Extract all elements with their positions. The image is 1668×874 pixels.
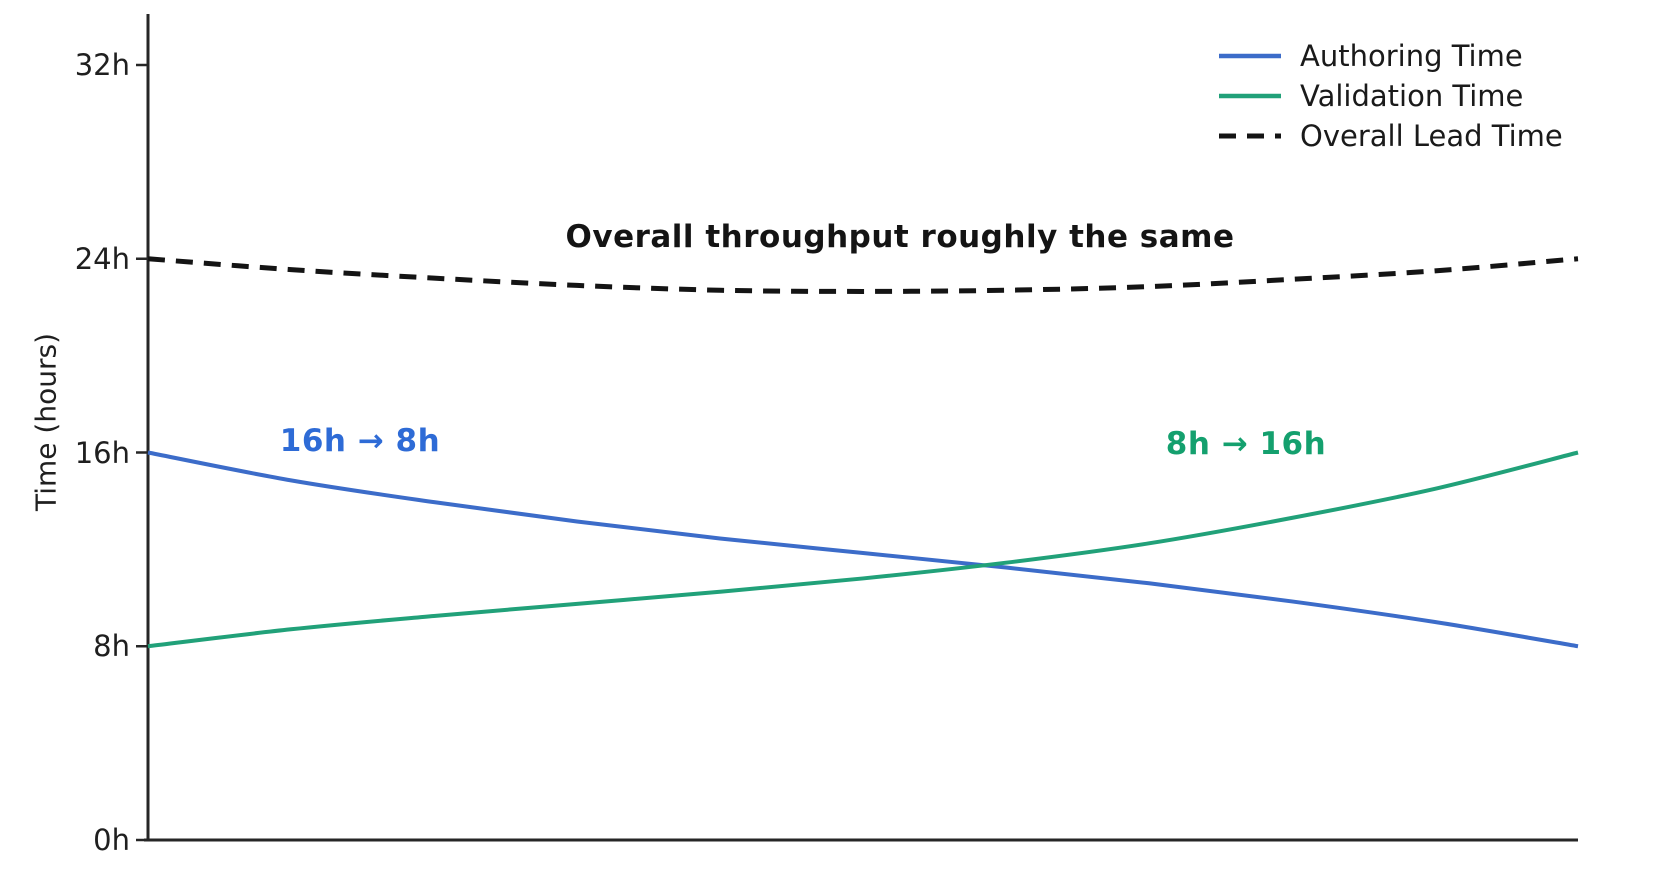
- y-axis-ticks: [136, 63, 149, 842]
- y-tick-label: 24h: [74, 241, 130, 276]
- legend-item-overall-lead-time: Overall Lead Time: [1218, 116, 1563, 156]
- y-axis-title: Time (hours): [29, 333, 63, 511]
- legend: Authoring Time Validation Time Overall L…: [1218, 36, 1563, 156]
- legend-label: Validation Time: [1300, 79, 1524, 113]
- y-tick-label: 16h: [74, 435, 130, 470]
- legend-item-authoring-time: Authoring Time: [1218, 36, 1563, 76]
- chart-curves: [147, 256, 1579, 649]
- y-tick-label: 0h: [93, 823, 130, 857]
- legend-item-validation-time: Validation Time: [1218, 76, 1563, 116]
- axes-spines: [144, 14, 1578, 842]
- y-tick-label: 8h: [93, 629, 130, 664]
- y-tick-label: 32h: [74, 48, 130, 82]
- legend-line-icon: [1219, 53, 1281, 59]
- legend-label: Overall Lead Time: [1300, 119, 1563, 153]
- legend-dashed-line-icon: [1219, 133, 1281, 139]
- annotation-authoring-change: 16h → 8h: [279, 423, 441, 459]
- legend-label: Authoring Time: [1300, 39, 1523, 73]
- legend-line-icon: [1219, 93, 1281, 99]
- annotation-overall-throughput: Overall throughput roughly the same: [565, 219, 1235, 255]
- annotation-validation-change: 8h → 16h: [1165, 426, 1327, 462]
